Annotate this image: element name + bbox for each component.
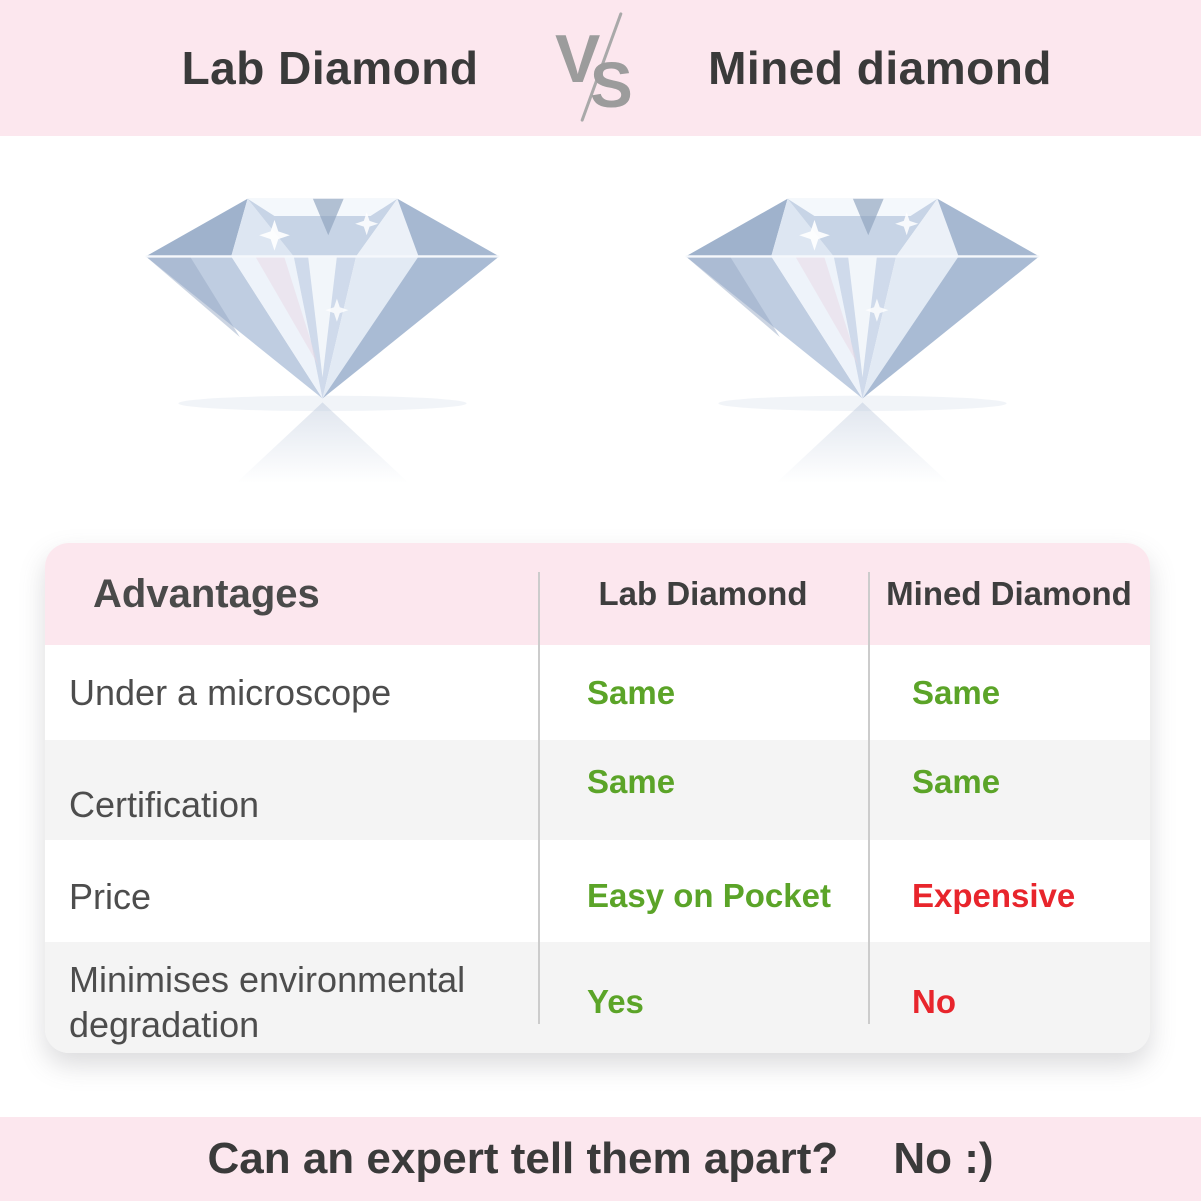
- column-divider: [868, 572, 870, 1024]
- footer-question: Can an expert tell them apart?: [207, 1134, 839, 1183]
- table-row: Minimises environmental degradation Yes …: [45, 942, 1150, 1053]
- table-header-row: Advantages Lab Diamond Mined Diamond: [45, 543, 1150, 645]
- footer-answer: No :): [893, 1134, 994, 1183]
- table-row: Price Easy on Pocket Expensive: [45, 840, 1150, 942]
- row-label: Under a microscope: [69, 672, 392, 713]
- mined-diamond-image: [685, 198, 1040, 484]
- header-advantages: Advantages: [93, 571, 320, 616]
- bottom-banner: Can an expert tell them apart? No :): [0, 1117, 1201, 1201]
- mined-value: Same: [912, 673, 1001, 711]
- header-mined-diamond: Mined Diamond: [886, 575, 1132, 612]
- table-row: Under a microscope Same Same: [45, 645, 1150, 740]
- vs-badge: V S: [545, 5, 660, 133]
- mined-value: No: [912, 982, 956, 1020]
- header-lab-diamond: Lab Diamond: [598, 575, 808, 612]
- lab-diamond-title: Lab Diamond: [181, 42, 479, 94]
- mined-value: Same: [912, 763, 1001, 800]
- table-row: Certification Same Same: [45, 740, 1150, 840]
- lab-value: Same: [587, 673, 676, 711]
- lab-value: Easy on Pocket: [587, 877, 831, 914]
- row-label: Minimises environmental degradation: [69, 958, 466, 1045]
- lab-value: Yes: [587, 982, 644, 1020]
- row-label: Price: [69, 875, 152, 917]
- column-divider: [538, 572, 540, 1024]
- lab-value: Same: [587, 763, 676, 800]
- comparison-table: Advantages Lab Diamond Mined Diamond Und…: [45, 543, 1150, 1053]
- vs-letter-s: S: [590, 49, 633, 121]
- mined-diamond-title: Mined diamond: [708, 42, 1052, 94]
- mined-value: Expensive: [912, 877, 1076, 914]
- vs-letter-v: V: [555, 21, 601, 97]
- lab-diamond-image: [145, 198, 500, 484]
- row-label: Certification: [69, 783, 260, 825]
